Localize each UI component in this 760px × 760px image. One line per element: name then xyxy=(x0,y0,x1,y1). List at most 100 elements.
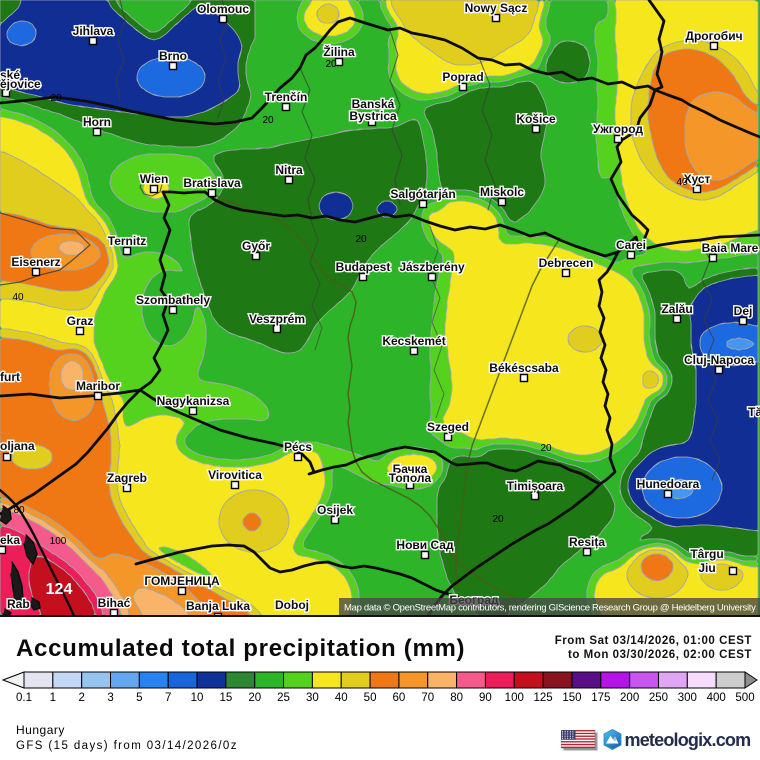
svg-text:175: 175 xyxy=(591,692,610,704)
svg-text:Szeged: Szeged xyxy=(427,420,469,434)
svg-text:40: 40 xyxy=(12,292,24,303)
svg-text:Veszprém: Veszprém xyxy=(249,312,305,326)
svg-text:Banja Luka: Banja Luka xyxy=(186,599,250,613)
svg-text:Bystrica: Bystrica xyxy=(349,109,397,123)
svg-text:Dej: Dej xyxy=(734,304,753,318)
svg-text:70: 70 xyxy=(421,692,434,704)
svg-text:15: 15 xyxy=(219,692,232,704)
svg-text:oljana: oljana xyxy=(0,439,35,453)
svg-text:0.1: 0.1 xyxy=(16,692,32,704)
svg-text:25: 25 xyxy=(277,692,290,704)
svg-text:furt: furt xyxy=(0,370,20,384)
svg-text:Rab: Rab xyxy=(7,597,30,611)
svg-text:10: 10 xyxy=(191,692,204,704)
svg-text:40: 40 xyxy=(335,692,348,704)
svg-text:Maribor: Maribor xyxy=(76,379,120,393)
svg-text:3: 3 xyxy=(107,692,113,704)
svg-text:Jiu: Jiu xyxy=(698,561,715,575)
svg-text:ské: ské xyxy=(0,68,20,82)
svg-text:Nowy Sącz: Nowy Sącz xyxy=(465,1,528,15)
svg-text:50: 50 xyxy=(364,692,377,704)
svg-text:1: 1 xyxy=(50,692,56,704)
svg-text:Map data © OpenStreetMap contr: Map data © OpenStreetMap contributors, r… xyxy=(344,603,756,614)
svg-text:100: 100 xyxy=(50,536,67,547)
svg-text:Ужгород: Ужгород xyxy=(593,122,643,136)
svg-text:Hunedoara: Hunedoara xyxy=(637,477,700,491)
svg-text:20: 20 xyxy=(262,115,274,126)
svg-text:Cluj-Napoca: Cluj-Napoca xyxy=(684,353,754,367)
svg-text:Timișoara: Timișoara xyxy=(507,479,564,493)
svg-text:Miskolc: Miskolc xyxy=(480,185,524,199)
svg-text:40: 40 xyxy=(676,177,688,188)
svg-text:Târgu: Târgu xyxy=(690,547,723,561)
svg-text:Salgótarján: Salgótarján xyxy=(390,187,455,201)
svg-text:Virovitica: Virovitica xyxy=(208,468,262,482)
svg-text:Bratislava: Bratislava xyxy=(183,176,241,190)
svg-text:125: 125 xyxy=(534,692,553,704)
svg-text:Debrecen: Debrecen xyxy=(539,256,594,270)
svg-text:20: 20 xyxy=(492,514,504,525)
svg-text:Carei: Carei xyxy=(616,238,646,252)
svg-text:200: 200 xyxy=(620,692,639,704)
svg-text:Baia Mare: Baia Mare xyxy=(702,241,759,255)
svg-text:Doboj: Doboj xyxy=(275,598,309,612)
svg-text:Banská: Banská xyxy=(352,97,395,111)
svg-text:Eisenerz: Eisenerz xyxy=(11,255,60,269)
svg-text:Tă: Tă xyxy=(748,405,760,419)
svg-text:80: 80 xyxy=(450,692,463,704)
svg-text:Топола: Топола xyxy=(389,471,432,485)
svg-text:300: 300 xyxy=(678,692,697,704)
svg-text:ějovice: ějovice xyxy=(0,77,41,91)
svg-text:30: 30 xyxy=(306,692,319,704)
svg-text:Nitra: Nitra xyxy=(275,163,303,177)
svg-text:Horn: Horn xyxy=(83,115,111,129)
svg-text:5: 5 xyxy=(136,692,142,704)
svg-text:Pécs: Pécs xyxy=(284,440,312,454)
svg-text:Kecskemét: Kecskemét xyxy=(382,334,445,348)
svg-text:Žilina: Žilina xyxy=(323,44,355,59)
svg-text:20: 20 xyxy=(50,93,62,104)
svg-text:meteologix.com: meteologix.com xyxy=(625,730,751,750)
svg-text:eka: eka xyxy=(0,533,20,547)
svg-text:Trenčín: Trenčín xyxy=(265,90,308,104)
svg-text:Resița: Resița xyxy=(569,535,605,549)
svg-text:20: 20 xyxy=(540,443,552,454)
svg-text:Osijek: Osijek xyxy=(317,503,353,517)
svg-text:20: 20 xyxy=(248,692,261,704)
svg-text:Szombathely: Szombathely xyxy=(136,293,210,307)
svg-text:90: 90 xyxy=(479,692,492,704)
svg-text:100: 100 xyxy=(505,692,524,704)
svg-text:124: 124 xyxy=(46,581,73,598)
svg-text:Győr: Győr xyxy=(242,239,270,253)
svg-text:Zagreb: Zagreb xyxy=(107,471,147,485)
svg-text:80: 80 xyxy=(13,505,25,516)
svg-text:Brno: Brno xyxy=(159,49,187,63)
svg-text:250: 250 xyxy=(649,692,668,704)
svg-text:Нови Сад: Нови Сад xyxy=(396,538,454,552)
svg-text:Jihlava: Jihlava xyxy=(73,24,114,38)
svg-text:ГОМЈЕНИЦА: ГОМЈЕНИЦА xyxy=(144,574,220,588)
svg-text:Jászberény: Jászberény xyxy=(399,260,465,274)
svg-text:Graz: Graz xyxy=(67,314,94,328)
svg-text:Olomouc: Olomouc xyxy=(197,2,249,16)
svg-text:400: 400 xyxy=(707,692,726,704)
svg-text:Хуст: Хуст xyxy=(684,172,711,186)
svg-text:60: 60 xyxy=(393,692,406,704)
svg-text:Budapest: Budapest xyxy=(336,260,391,274)
svg-text:Nagykanizsa: Nagykanizsa xyxy=(157,394,230,408)
svg-text:Дрогобич: Дрогобич xyxy=(685,29,742,43)
svg-text:20: 20 xyxy=(325,59,337,70)
svg-text:Košice: Košice xyxy=(516,112,556,126)
svg-text:Ternitz: Ternitz xyxy=(108,234,146,248)
svg-text:Бачка: Бачка xyxy=(393,462,428,476)
svg-text:500: 500 xyxy=(735,692,754,704)
svg-text:Zalău: Zalău xyxy=(661,302,692,316)
svg-text:Wien: Wien xyxy=(140,172,169,186)
svg-text:150: 150 xyxy=(562,692,581,704)
svg-text:Poprad: Poprad xyxy=(442,70,483,84)
svg-text:2: 2 xyxy=(78,692,84,704)
svg-text:7: 7 xyxy=(165,692,171,704)
svg-text:20: 20 xyxy=(355,234,367,245)
svg-text:Bihać: Bihać xyxy=(98,596,131,610)
svg-text:Békéscsaba: Békéscsaba xyxy=(489,361,559,375)
